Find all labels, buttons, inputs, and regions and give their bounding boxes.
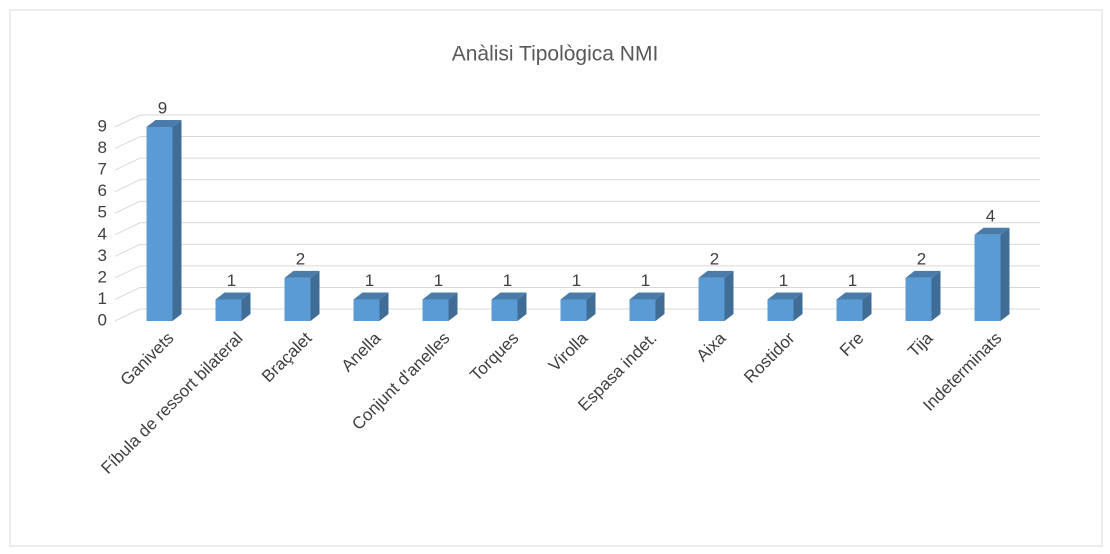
data-label: 1 xyxy=(365,271,374,290)
bar xyxy=(560,299,587,321)
bar-side xyxy=(793,292,803,321)
bar-side xyxy=(448,292,458,321)
bar xyxy=(836,299,863,321)
y-tick-label: 0 xyxy=(98,310,107,329)
grid-line xyxy=(114,222,141,236)
bar xyxy=(698,277,725,321)
grid-line xyxy=(114,136,141,150)
bar-side xyxy=(862,292,872,321)
grid-line xyxy=(114,308,141,322)
bar-top xyxy=(146,120,182,127)
data-label: 2 xyxy=(710,249,719,268)
data-label: 1 xyxy=(572,271,581,290)
grid-line xyxy=(114,265,141,279)
y-tick-label: 3 xyxy=(98,246,107,265)
bar xyxy=(146,127,173,321)
grid-line xyxy=(114,179,141,193)
bar-top xyxy=(284,270,320,278)
bar-top xyxy=(974,227,1010,235)
grid-line xyxy=(114,243,141,257)
bar-side xyxy=(724,270,734,321)
data-label: 2 xyxy=(296,249,305,268)
bar xyxy=(215,299,242,321)
bar-top xyxy=(905,270,941,278)
bar-side xyxy=(310,270,320,321)
bar-top xyxy=(767,292,803,300)
bar-top xyxy=(698,270,734,278)
bar-top xyxy=(422,292,458,300)
bar-top xyxy=(215,292,251,300)
y-tick-label: 8 xyxy=(98,138,107,157)
bar-top xyxy=(353,292,389,300)
bar xyxy=(629,299,656,321)
data-label: 1 xyxy=(227,271,236,290)
grid-line xyxy=(114,114,141,128)
bar-side xyxy=(655,292,665,321)
bar-top xyxy=(560,292,596,300)
data-label: 1 xyxy=(503,271,512,290)
y-tick-label: 2 xyxy=(98,267,107,286)
bar xyxy=(422,299,449,321)
bar-top xyxy=(491,292,527,300)
bar-side xyxy=(379,292,389,321)
bar xyxy=(491,299,518,321)
y-tick-label: 9 xyxy=(98,116,107,135)
grid-line xyxy=(114,286,141,300)
grid-line xyxy=(114,200,141,214)
bar xyxy=(767,299,794,321)
bar xyxy=(353,299,380,321)
bar-side xyxy=(1000,227,1010,321)
bar-side xyxy=(517,292,527,321)
bar xyxy=(974,234,1001,321)
data-label: 2 xyxy=(917,249,926,268)
data-label: 1 xyxy=(848,271,857,290)
y-tick-label: 5 xyxy=(98,203,107,222)
data-label: 1 xyxy=(641,271,650,290)
data-label: 9 xyxy=(158,98,167,117)
data-label: 4 xyxy=(986,206,995,225)
bar-top xyxy=(836,292,872,300)
chart-title: Anàlisi Tipològica NMI xyxy=(452,43,659,66)
bar-side xyxy=(931,270,941,321)
bar-side xyxy=(172,120,182,321)
bar-side xyxy=(586,292,596,321)
bar xyxy=(284,277,311,321)
data-label: 1 xyxy=(434,271,443,290)
bar-top xyxy=(629,292,665,300)
bar xyxy=(905,277,932,321)
y-tick-label: 4 xyxy=(98,224,107,243)
y-tick-label: 6 xyxy=(98,181,107,200)
y-tick-label: 1 xyxy=(98,289,107,308)
bar-side xyxy=(241,292,251,321)
grid-line xyxy=(114,157,141,171)
y-tick-label: 7 xyxy=(98,160,107,179)
data-label: 1 xyxy=(779,271,788,290)
